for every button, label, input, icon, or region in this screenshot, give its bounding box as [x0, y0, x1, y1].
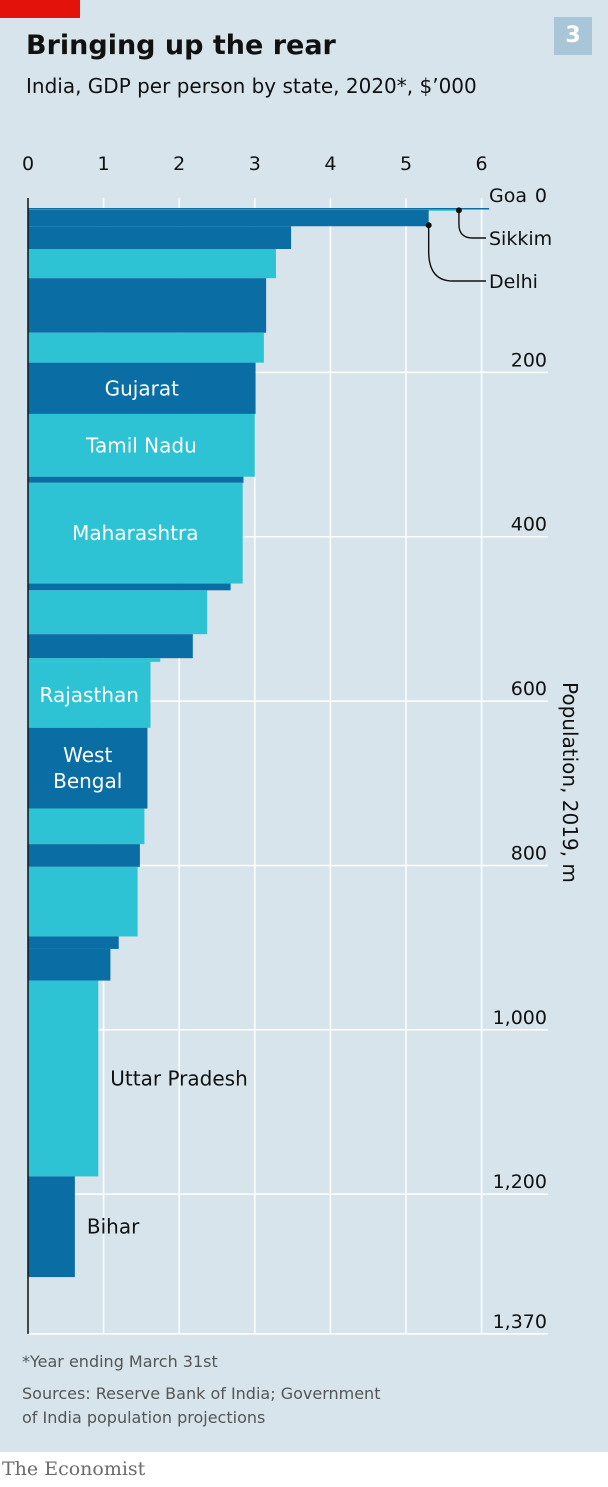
callout-label-sikkim: Sikkim: [489, 228, 552, 250]
bar-20: [28, 866, 138, 937]
bar-16: [28, 661, 151, 728]
bar-18: [28, 808, 145, 845]
bar-8: [28, 362, 256, 414]
x-tick-label: 1: [98, 153, 110, 175]
x-tick-label: 2: [173, 153, 185, 175]
y-tick-label: 1,200: [493, 1171, 547, 1193]
x-tick-label: 4: [324, 153, 336, 175]
bar-5: [28, 249, 276, 279]
brand-logo: The Economist: [2, 1458, 146, 1480]
bar-21: [28, 936, 119, 949]
bar-label: Rajasthan: [40, 683, 139, 707]
y-tick-label: 400: [511, 514, 547, 536]
source-line-1: Sources: Reserve Bank of India; Governme…: [22, 1384, 381, 1403]
callout-label-goa: Goa: [489, 185, 527, 207]
y-tick-label: 1,000: [493, 1007, 547, 1029]
x-tick-label: 6: [476, 153, 488, 175]
callout-label-delhi: Delhi: [489, 271, 538, 293]
bar-10: [28, 476, 244, 483]
bar-17: [28, 727, 148, 809]
bar-14: [28, 634, 193, 659]
bar-13: [28, 590, 208, 635]
bar-label: Bihar: [87, 1215, 140, 1239]
bar-label: Gujarat: [105, 376, 179, 400]
y-tick-label: 800: [511, 842, 547, 864]
bar-11: [28, 482, 243, 584]
bar-7: [28, 332, 264, 363]
x-tick-label: 0: [22, 153, 34, 175]
x-tick-label: 3: [249, 153, 261, 175]
y-tick-label: 0: [535, 185, 547, 207]
bar-label: Tamil Nadu: [85, 433, 197, 457]
bar-6: [28, 278, 267, 333]
chart-subtitle: India, GDP per person by state, 2020*, $…: [26, 74, 477, 98]
y-tick-label: 1,370: [493, 1311, 547, 1333]
chart-number-badge: 3: [554, 17, 592, 55]
source-line-2: of India population projections: [22, 1408, 266, 1427]
y-tick-label: 600: [511, 678, 547, 700]
bar-12: [28, 583, 231, 591]
chart-plot: Gujarat Tamil Nadu Maharashtra Rajasthan Wes…: [22, 153, 582, 1335]
callout-line-sikkim: [458, 210, 486, 239]
brand-red-bar: [0, 0, 80, 18]
x-tick-label: 5: [400, 153, 412, 175]
bar-label: Maharashtra: [72, 521, 198, 545]
y-tick-label: 200: [511, 349, 547, 371]
chart-title: Bringing up the rear: [26, 30, 336, 61]
bar-3: [28, 209, 429, 227]
bar-label: Bengal: [53, 769, 122, 793]
bar-23: [28, 980, 99, 1177]
bar-15: [28, 658, 161, 662]
bar-4: [28, 226, 292, 250]
bar-1: [28, 208, 490, 210]
bar-9: [28, 413, 255, 477]
footnote: *Year ending March 31st: [22, 1352, 218, 1371]
bar-19: [28, 844, 140, 867]
bar-22: [28, 948, 111, 981]
callout-line-delhi: [427, 225, 486, 282]
bar-label: Uttar Pradesh: [110, 1066, 247, 1090]
bar-24: [28, 1176, 75, 1278]
bar-label: West: [63, 743, 112, 767]
y-axis-title: Population, 2019, m: [558, 682, 582, 883]
